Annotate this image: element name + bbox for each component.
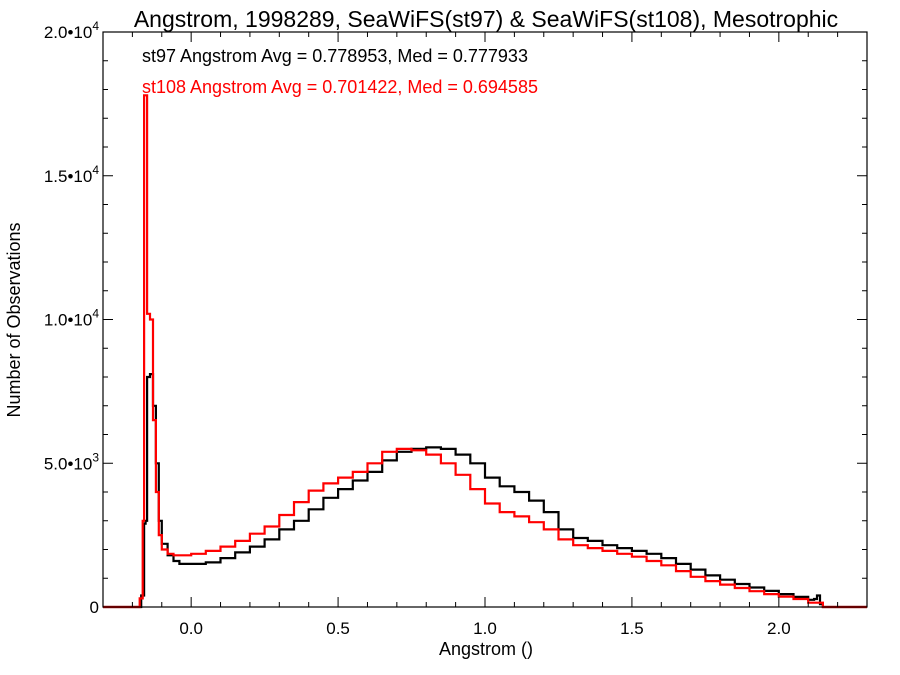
x-tick-label: 2.0	[767, 619, 791, 638]
annotation-st97: st97 Angstrom Avg = 0.778953, Med = 0.77…	[142, 46, 528, 66]
y-tick-label: 2.0•104	[44, 19, 100, 42]
x-tick-label: 1.5	[620, 619, 644, 638]
plot-frame	[102, 31, 868, 608]
y-axis: 0 5.0•103 1.0•104 1.5•104 2.0•104	[44, 19, 867, 617]
x-tick-label: 1.0	[473, 619, 497, 638]
x-axis: 0.0 0.5 1.0 1.5 2.0	[102, 32, 868, 638]
y-tick-label: 1.0•104	[44, 307, 100, 330]
x-tick-label: 0.0	[179, 619, 203, 638]
annotation-st108: st108 Angstrom Avg = 0.701422, Med = 0.6…	[142, 77, 538, 97]
y-tick-label: 5.0•103	[44, 450, 100, 473]
series-line-1	[103, 94, 867, 609]
series-line-0	[103, 373, 867, 609]
y-tick-label: 0	[90, 598, 99, 617]
y-axis-label: Number of Observations	[4, 222, 24, 417]
x-tick-label: 0.5	[326, 619, 350, 638]
series-layer	[103, 94, 867, 609]
chart-title: Angstrom, 1998289, SeaWiFS(st97) & SeaWi…	[134, 6, 838, 32]
y-tick-label: 1.5•104	[44, 163, 100, 186]
x-axis-label: Angstrom ()	[439, 639, 533, 659]
